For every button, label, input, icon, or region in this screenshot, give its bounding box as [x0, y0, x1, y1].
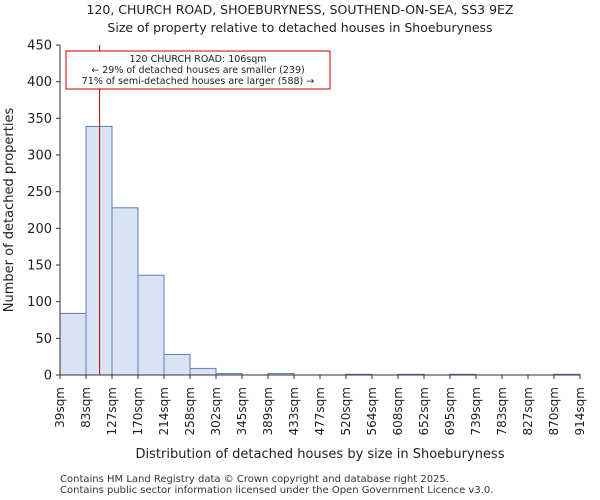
y-tick-label-250: 250 — [27, 185, 52, 200]
y-tick-label-350: 350 — [27, 112, 52, 127]
x-tick-label-870sqm: 870sqm — [547, 387, 561, 435]
x-tick-label-477sqm: 477sqm — [313, 387, 327, 435]
bar-170sqm — [137, 274, 165, 376]
annotation-line-3: 71% of semi-detached houses are larger (… — [82, 76, 315, 87]
x-tick-label-608sqm: 608sqm — [391, 387, 405, 435]
x-axis-label: Distribution of detached houses by size … — [136, 447, 505, 462]
x-tick-label-739sqm: 739sqm — [469, 387, 483, 435]
x-tick-label-170sqm: 170sqm — [131, 387, 145, 435]
bar-127sqm — [111, 207, 139, 376]
chart: 0 50 100 150 200 250 300 350 400 450 39sqm 83sqm 12… — [2, 39, 587, 463]
x-tick-label-302sqm: 302sqm — [209, 387, 223, 435]
bar-258sqm — [189, 367, 217, 376]
footer-copyright: Contains HM Land Registry data © Crown c… — [60, 474, 449, 485]
x-tick-label-258sqm: 258sqm — [183, 387, 197, 435]
bar-39sqm — [59, 312, 87, 376]
y-tick-label-100: 100 — [27, 295, 52, 310]
x-tick-label-695sqm: 695sqm — [443, 387, 457, 435]
x-tick-label-827sqm: 827sqm — [521, 387, 535, 435]
x-tick-label-345sqm: 345sqm — [235, 387, 249, 435]
x-tick-label-214sqm: 214sqm — [157, 387, 171, 435]
annotation-line-1: 120 CHURCH ROAD: 106sqm — [129, 54, 266, 65]
bar-83sqm — [85, 125, 113, 376]
x-tick-label-652sqm: 652sqm — [417, 387, 431, 435]
chart-subtitle: Size of property relative to detached ho… — [107, 20, 493, 35]
y-tick-label-200: 200 — [27, 222, 52, 237]
x-tick-label-914sqm: 914sqm — [573, 387, 587, 435]
x-tick-label-783sqm: 783sqm — [495, 387, 509, 435]
y-axis-label: Number of detached properties — [2, 108, 17, 313]
y-tick-label-300: 300 — [27, 149, 52, 164]
annotation-box — [65, 50, 331, 90]
chart-title: 120, CHURCH ROAD, SHOEBURYNESS, SOUTHEND… — [86, 2, 514, 17]
y-tick-label-0: 0 — [44, 369, 52, 384]
x-tick-label-127sqm: 127sqm — [105, 387, 119, 435]
y-tick-label-400: 400 — [27, 75, 52, 90]
footer-licence: Contains public sector information licen… — [60, 485, 494, 496]
y-tick-label-150: 150 — [27, 259, 52, 274]
x-tick-label-389sqm: 389sqm — [261, 387, 275, 435]
annotation-line-2: ← 29% of detached houses are smaller (23… — [91, 65, 304, 76]
x-tick-label-83sqm: 83sqm — [79, 387, 93, 428]
y-tick-label-50: 50 — [35, 332, 52, 347]
y-tick-label-450: 450 — [27, 39, 52, 54]
bar-214sqm — [163, 353, 191, 376]
x-tick-label-520sqm: 520sqm — [339, 387, 353, 435]
x-tick-label-564sqm: 564sqm — [365, 387, 379, 435]
x-tick-label-433sqm: 433sqm — [287, 387, 301, 435]
x-tick-label-39sqm: 39sqm — [53, 387, 67, 428]
